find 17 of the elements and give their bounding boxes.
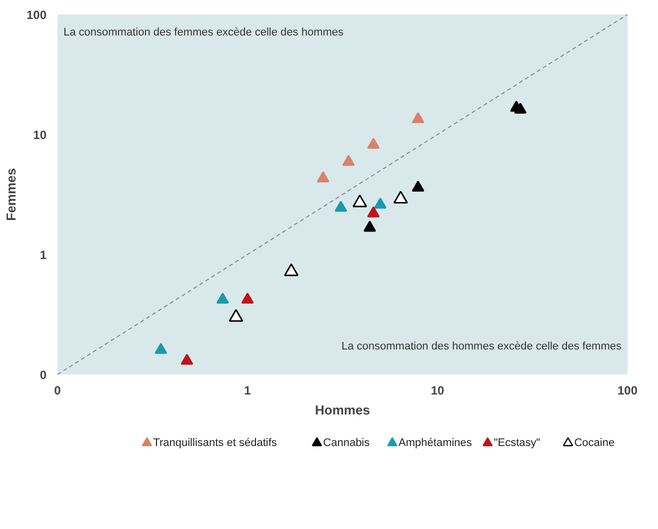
y-tick-label: 1 xyxy=(40,248,47,262)
legend-label: Tranquillisants et sédatifs xyxy=(153,437,278,449)
x-tick-label: 0 xyxy=(54,384,62,398)
x-tick-label: 100 xyxy=(617,384,638,398)
y-tick-label: 100 xyxy=(26,8,47,22)
annotation: La consommation des femmes excède celle des hommes xyxy=(64,26,344,38)
y-tick-label: 10 xyxy=(33,128,47,142)
y-axis-title: Femmes xyxy=(3,168,18,221)
legend-label: Cannabis xyxy=(323,437,370,449)
x-tick-label: 10 xyxy=(430,384,444,398)
y-tick-label: 0 xyxy=(40,368,47,382)
x-axis-title: Hommes xyxy=(315,402,370,418)
legend-label: Cocaine xyxy=(574,437,615,449)
annotation: La consommation des hommes excède celle des femmes xyxy=(341,340,622,352)
legend-label: "Ecstasy" xyxy=(494,437,540,449)
legend-label: Amphétamines xyxy=(398,437,472,449)
x-tick-label: 1 xyxy=(244,384,252,398)
